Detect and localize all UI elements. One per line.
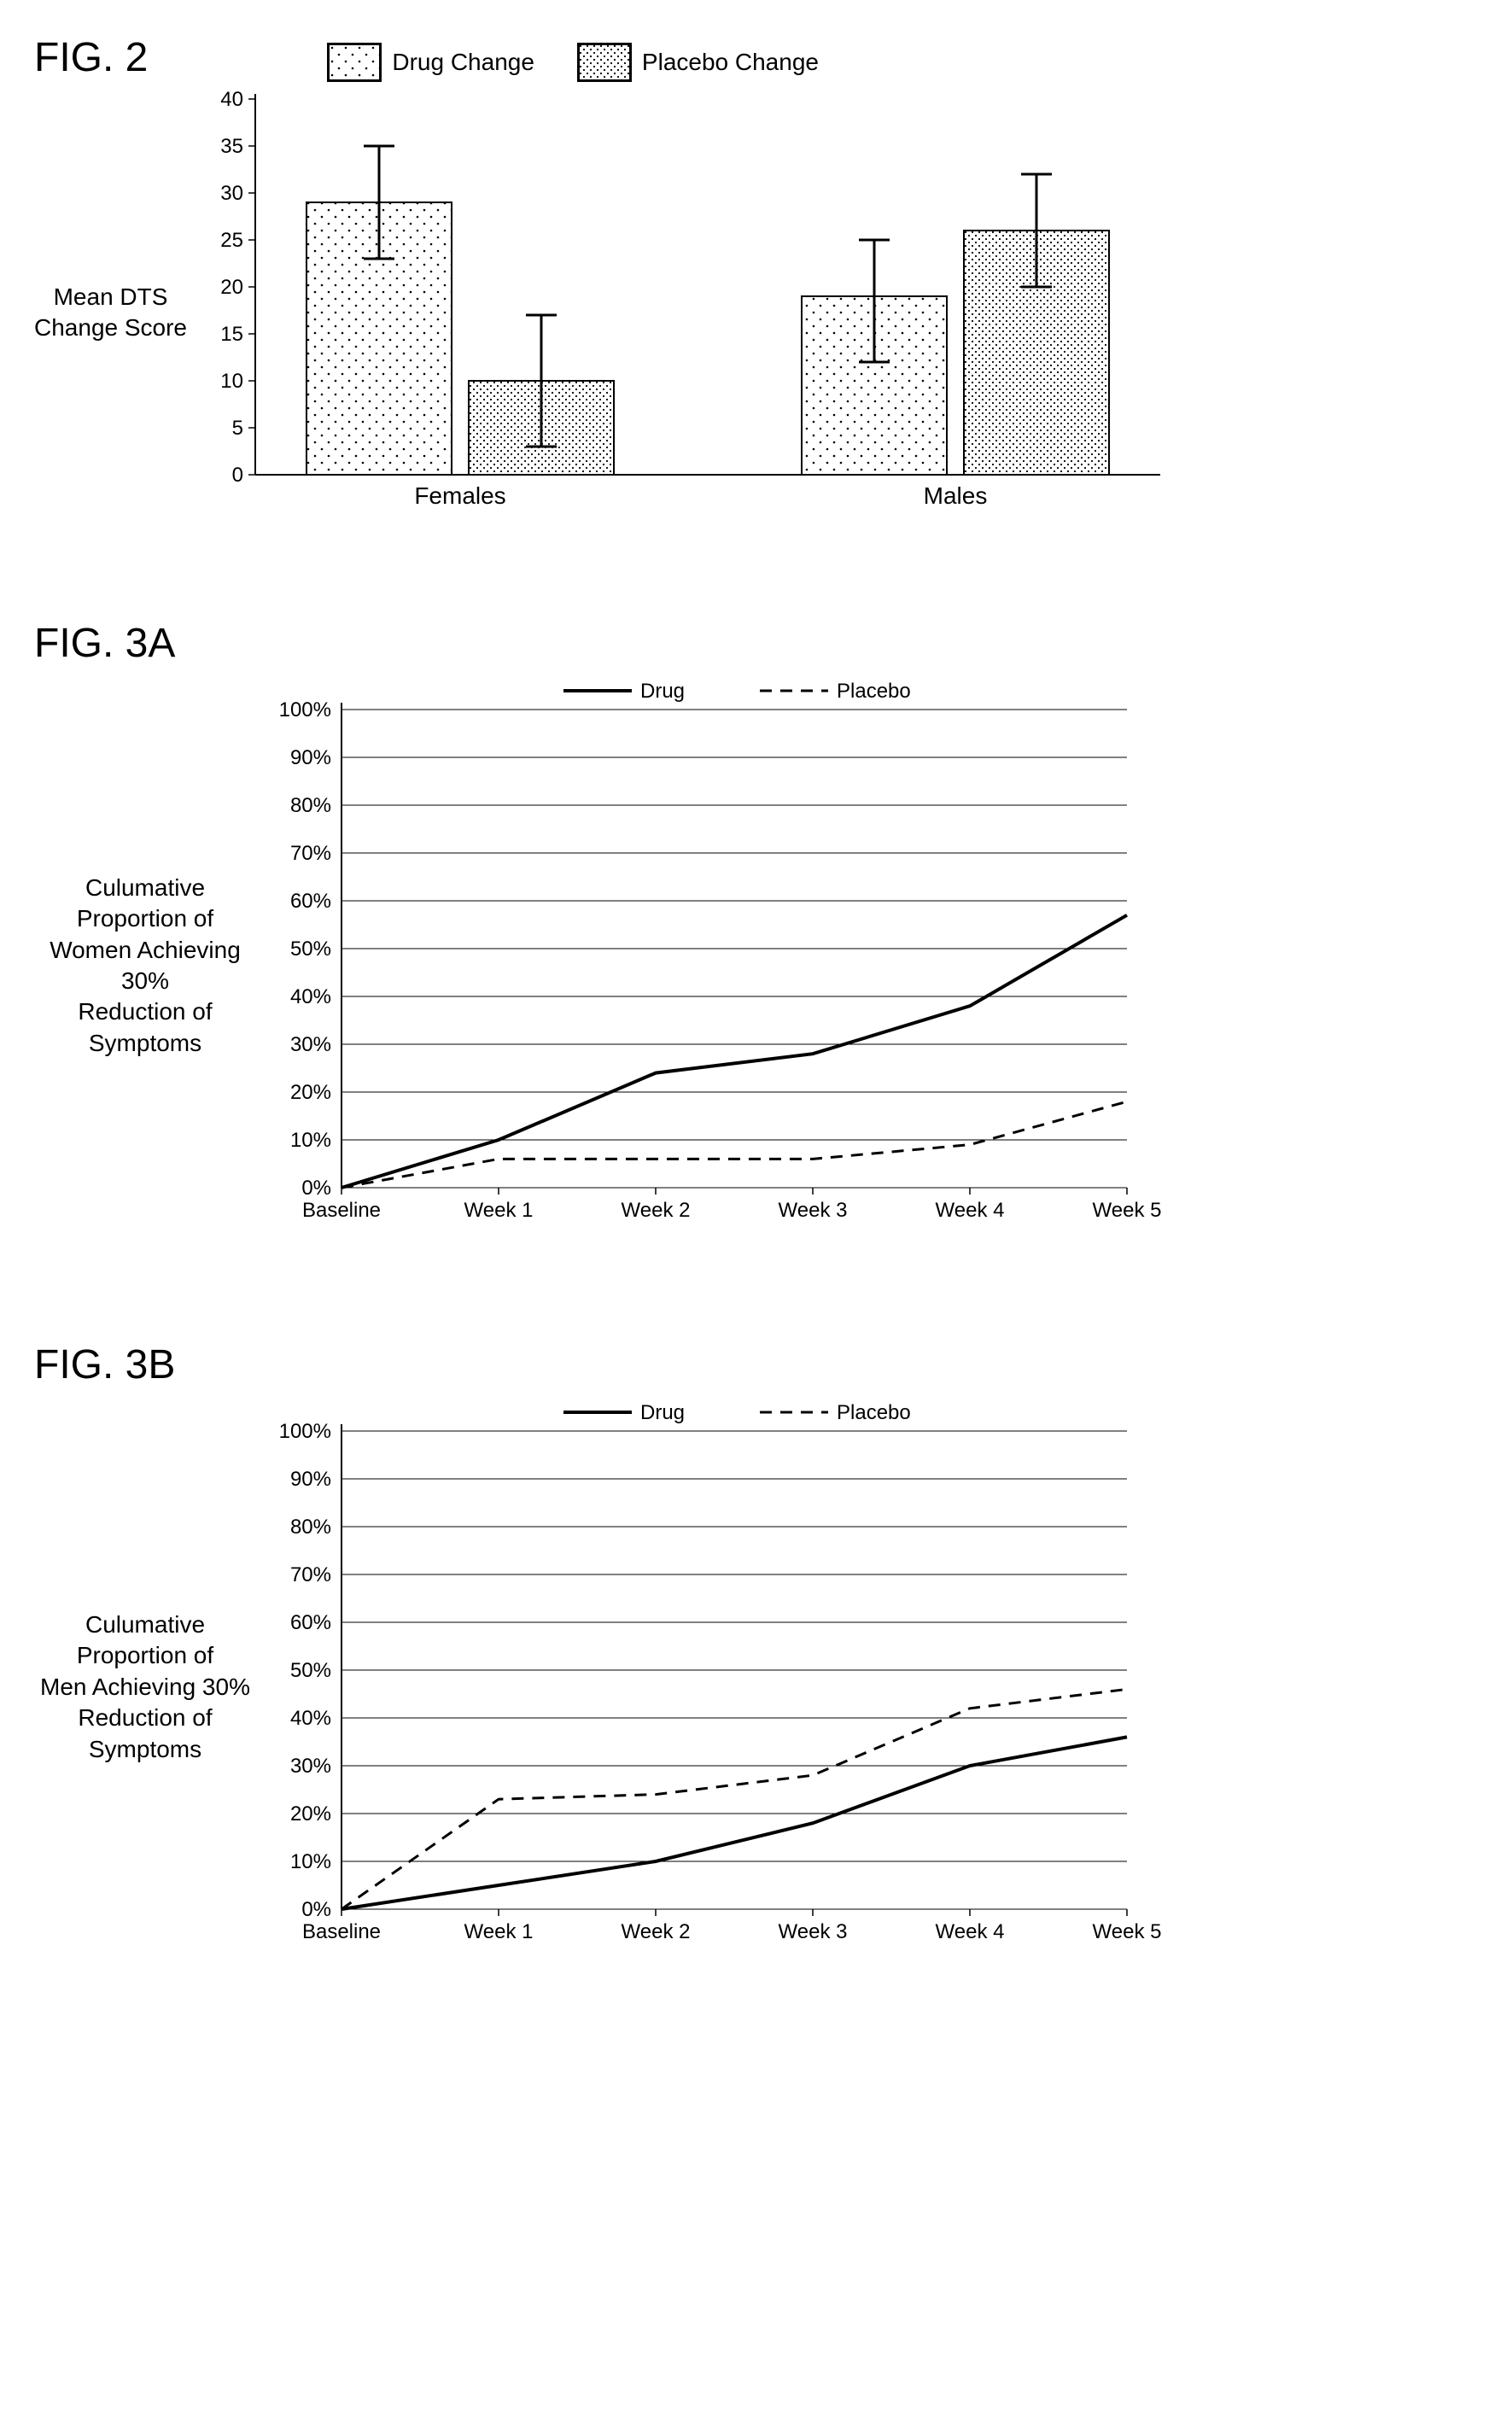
svg-text:35: 35 [220, 135, 243, 158]
x-tick-label: Baseline [302, 1199, 381, 1222]
fig2-chart: 0 5 10 15 20 25 30 35 40 Females Males [196, 91, 1203, 535]
legend-text: Drug Change [392, 49, 534, 76]
svg-text:0: 0 [232, 464, 243, 487]
svg-text:20%: 20% [290, 1802, 331, 1826]
svg-text:Drug: Drug [640, 680, 685, 703]
x-tick-label: Week 3 [779, 1920, 848, 1943]
svg-text:80%: 80% [290, 794, 331, 817]
svg-text:90%: 90% [290, 746, 331, 769]
fig3a-label: FIG. 3A [34, 620, 175, 667]
figure-2: FIG. 2 Drug Change Placebo Change Mean D… [34, 34, 1478, 535]
x-tick-label: Week 1 [464, 1920, 534, 1943]
svg-text:80%: 80% [290, 1516, 331, 1539]
line-legend: Drug Placebo [563, 680, 911, 703]
fig2-label: FIG. 2 [34, 34, 148, 81]
svg-text:70%: 70% [290, 1563, 331, 1586]
legend-swatch-sparse-icon [327, 43, 382, 82]
fig2-header: FIG. 2 Drug Change Placebo Change [34, 34, 1478, 82]
figure-3a: FIG. 3A Culumative Proportion ofWomen Ac… [34, 620, 1478, 1256]
fig3a-chart-wrap: Culumative Proportion ofWomen Achieving … [34, 675, 1478, 1256]
svg-text:40: 40 [220, 91, 243, 111]
svg-text:60%: 60% [290, 890, 331, 913]
x-category-label: Females [414, 482, 505, 509]
x-tick-label: Week 5 [1093, 1920, 1162, 1943]
svg-text:40%: 40% [290, 1707, 331, 1730]
fig3b-label: FIG. 3B [34, 1341, 175, 1388]
fig3a-ylabel: Culumative Proportion ofWomen Achieving … [34, 873, 256, 1059]
fig3b-chart-wrap: Culumative Proportion ofMen Achieving 30… [34, 1397, 1478, 1977]
fig3a-header: FIG. 3A [34, 620, 1478, 667]
svg-text:100%: 100% [279, 1420, 331, 1443]
svg-text:100%: 100% [279, 698, 331, 721]
svg-text:10%: 10% [290, 1850, 331, 1873]
figure-3b: FIG. 3B Culumative Proportion ofMen Achi… [34, 1341, 1478, 1977]
svg-text:0%: 0% [301, 1898, 331, 1921]
fig2-legend: Drug Change Placebo Change [327, 43, 819, 82]
svg-text:20%: 20% [290, 1081, 331, 1104]
x-tick-label: Week 2 [622, 1920, 691, 1943]
x-tick-label: Baseline [302, 1920, 381, 1943]
svg-text:30%: 30% [290, 1033, 331, 1056]
fig3b-ylabel: Culumative Proportion ofMen Achieving 30… [34, 1609, 256, 1765]
svg-text:10: 10 [220, 370, 243, 393]
svg-text:50%: 50% [290, 1659, 331, 1682]
svg-text:15: 15 [220, 323, 243, 346]
svg-text:20: 20 [220, 276, 243, 299]
svg-text:Placebo: Placebo [837, 1401, 911, 1424]
svg-text:Placebo: Placebo [837, 680, 911, 703]
x-tick-label: Week 3 [779, 1199, 848, 1222]
legend-item-placebo-change: Placebo Change [577, 43, 819, 82]
svg-text:25: 25 [220, 229, 243, 252]
fig2-ylabel: Mean DTSChange Score [34, 282, 187, 344]
svg-text:0%: 0% [301, 1177, 331, 1200]
line-legend: Drug Placebo [563, 1401, 911, 1424]
fig3b-header: FIG. 3B [34, 1341, 1478, 1388]
x-tick-label: Week 1 [464, 1199, 534, 1222]
svg-text:5: 5 [232, 417, 243, 440]
series-placebo [342, 1101, 1127, 1188]
svg-text:50%: 50% [290, 938, 331, 961]
svg-text:30: 30 [220, 182, 243, 205]
x-tick-label: Week 5 [1093, 1199, 1162, 1222]
svg-text:60%: 60% [290, 1611, 331, 1634]
x-tick-label: Week 4 [936, 1199, 1005, 1222]
fig2-chart-wrap: Mean DTSChange Score 0 5 10 15 20 25 30 35 40 Fem… [34, 91, 1478, 535]
svg-text:Drug: Drug [640, 1401, 685, 1424]
legend-swatch-dense-icon [577, 43, 632, 82]
fig3a-chart: 0% 10% 20% 30% 40% 50% 60% 70% 80% 90% 100% Baselin… [265, 675, 1187, 1256]
svg-text:10%: 10% [290, 1129, 331, 1152]
svg-text:40%: 40% [290, 985, 331, 1008]
series-placebo [342, 1689, 1127, 1909]
svg-text:30%: 30% [290, 1755, 331, 1778]
x-category-label: Males [924, 482, 988, 509]
fig3b-chart: 0% 10% 20% 30% 40% 50% 60% 70% 80% 90% 100% Baselin… [265, 1397, 1187, 1977]
series-drug [342, 915, 1127, 1188]
legend-text: Placebo Change [642, 49, 819, 76]
x-tick-label: Week 4 [936, 1920, 1005, 1943]
svg-text:70%: 70% [290, 842, 331, 865]
svg-text:90%: 90% [290, 1468, 331, 1491]
legend-item-drug-change: Drug Change [327, 43, 534, 82]
x-tick-label: Week 2 [622, 1199, 691, 1222]
series-drug [342, 1737, 1127, 1909]
